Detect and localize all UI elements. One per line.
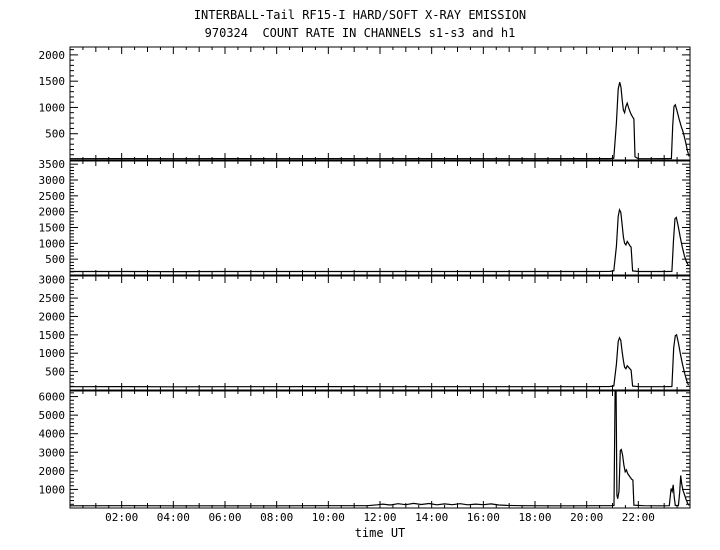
x-tick-label: 12:00 <box>363 511 396 524</box>
x-axis-label: time UT <box>354 526 406 540</box>
x-tick-label: 04:00 <box>157 511 190 524</box>
panel-frame-s1 <box>69 46 691 161</box>
panel-frame-h1 <box>69 390 691 509</box>
y-tick-label: 2000 <box>39 206 66 219</box>
y-tick-label: 1500 <box>39 75 66 88</box>
panel-frame-s2 <box>69 160 691 276</box>
x-tick-label: 18:00 <box>518 511 551 524</box>
chart-subtitle: 970324 COUNT RATE IN CHANNELS s1-s3 and … <box>204 26 516 40</box>
y-tick-label: 1000 <box>39 483 66 496</box>
y-tick-label: 1000 <box>39 347 66 360</box>
trace-s3 <box>69 333 690 388</box>
trace-s1 <box>69 82 690 160</box>
y-tick-label: 500 <box>45 253 65 266</box>
y-tick-label: 1500 <box>39 329 66 342</box>
y-tick-label: 2000 <box>39 310 66 323</box>
x-tick-label: 22:00 <box>622 511 655 524</box>
y-tick-label: 1000 <box>39 101 66 114</box>
y-tick-label: 5000 <box>39 409 66 422</box>
y-tick-label: 2000 <box>39 465 66 478</box>
x-tick-label: 10:00 <box>312 511 345 524</box>
y-tick-label: 2500 <box>39 190 66 203</box>
y-tick-label: 1000 <box>39 237 66 250</box>
y-tick-label: 3000 <box>39 274 66 287</box>
y-tick-label: 2000 <box>39 49 66 62</box>
trace-s2 <box>70 208 690 273</box>
y-tick-label: 3500 <box>39 158 66 171</box>
chart-title: INTERBALL-Tail RF15-I HARD/SOFT X-RAY EM… <box>193 8 527 22</box>
trace-h1 <box>69 391 690 507</box>
x-tick-label: 02:00 <box>105 511 138 524</box>
y-tick-label: 3000 <box>39 174 66 187</box>
y-tick-label: 6000 <box>39 391 66 404</box>
x-tick-label: 06:00 <box>208 511 241 524</box>
panel-frame-s3 <box>69 275 691 391</box>
x-tick-label: 20:00 <box>570 511 603 524</box>
y-tick-label: 4000 <box>39 428 66 441</box>
x-tick-label: 14:00 <box>415 511 448 524</box>
y-tick-label: 2500 <box>39 292 66 305</box>
x-tick-label: 08:00 <box>260 511 293 524</box>
y-tick-label: 3000 <box>39 446 66 459</box>
y-tick-label: 500 <box>45 128 65 141</box>
x-tick-label: 16:00 <box>467 511 500 524</box>
y-tick-label: 1500 <box>39 222 66 235</box>
y-tick-label: 500 <box>45 366 65 379</box>
